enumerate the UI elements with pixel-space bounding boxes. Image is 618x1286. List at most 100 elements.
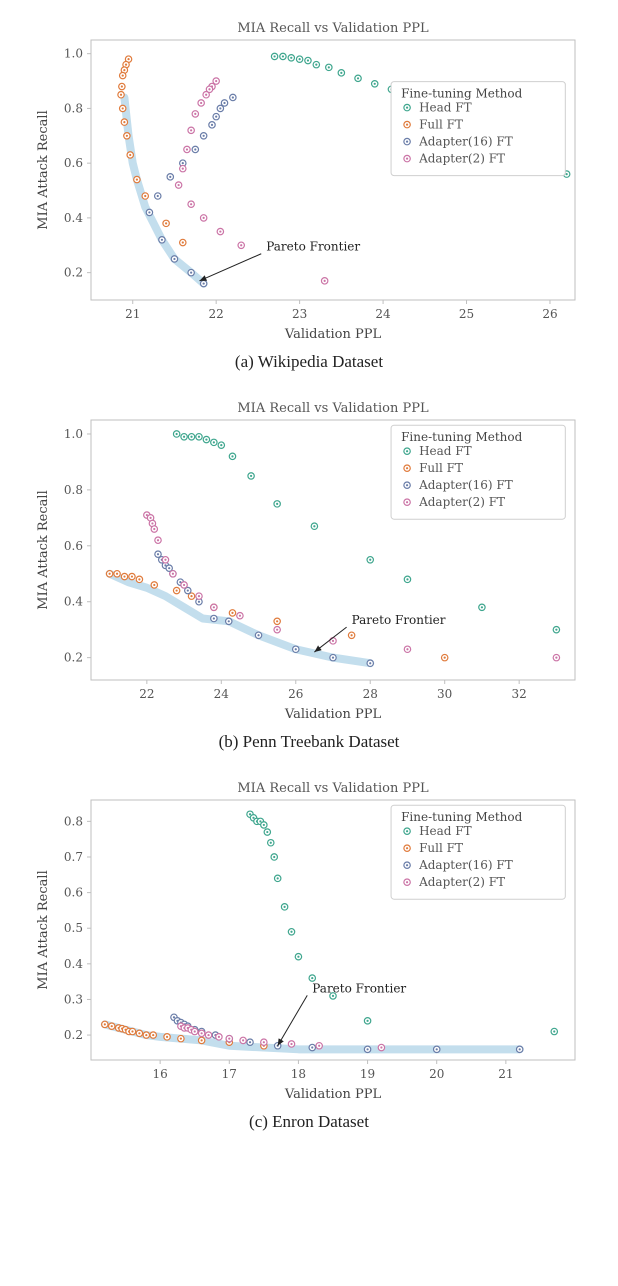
- data-point-center: [120, 94, 122, 96]
- legend-marker-center: [406, 484, 408, 486]
- data-point-center: [129, 154, 131, 156]
- ytick-label: 1.0: [64, 47, 83, 61]
- data-point-center: [207, 1034, 209, 1036]
- xtick-label: 26: [288, 687, 303, 701]
- data-point-center: [198, 601, 200, 603]
- data-point-center: [165, 222, 167, 224]
- data-point-center: [273, 55, 275, 57]
- data-point-center: [125, 64, 127, 66]
- xtick-label: 21: [498, 1067, 513, 1081]
- data-point-center: [198, 436, 200, 438]
- data-point-center: [123, 69, 125, 71]
- data-point-center: [290, 1043, 292, 1045]
- legend-marker-center: [406, 881, 408, 883]
- data-point-center: [481, 606, 483, 608]
- legend-label: Full FT: [419, 461, 463, 475]
- xtick-label: 24: [375, 307, 391, 321]
- data-point-center: [555, 657, 557, 659]
- panel-caption: (a) Wikipedia Dataset: [8, 352, 610, 372]
- x-axis-label: Validation PPL: [284, 327, 382, 342]
- data-point-center: [148, 211, 150, 213]
- data-point-center: [180, 1038, 182, 1040]
- data-point-center: [161, 239, 163, 241]
- data-point-center: [324, 280, 326, 282]
- data-point-center: [299, 58, 301, 60]
- data-point-center: [122, 107, 124, 109]
- data-point-center: [213, 441, 215, 443]
- data-point-center: [231, 612, 233, 614]
- data-point-center: [250, 475, 252, 477]
- data-point-center: [406, 578, 408, 580]
- annotation-label: Pareto Frontier: [312, 981, 406, 995]
- annotation-label: Pareto Frontier: [352, 613, 446, 627]
- data-point-center: [263, 1041, 265, 1043]
- y-axis-label: MIA Attack Recall: [36, 870, 51, 989]
- data-point-center: [240, 244, 242, 246]
- data-point-center: [126, 135, 128, 137]
- data-point-center: [366, 1020, 368, 1022]
- legend-title: Fine-tuning Method: [401, 430, 523, 444]
- ytick-label: 0.8: [64, 814, 83, 828]
- data-point-center: [366, 1048, 368, 1050]
- data-point-center: [169, 176, 171, 178]
- data-point-center: [369, 662, 371, 664]
- data-point-center: [220, 444, 222, 446]
- data-point-center: [190, 129, 192, 131]
- data-point-center: [231, 455, 233, 457]
- data-point-center: [183, 584, 185, 586]
- data-point-center: [138, 1032, 140, 1034]
- data-point-center: [194, 148, 196, 150]
- xtick-label: 25: [459, 307, 474, 321]
- annotation-arrow: [278, 995, 308, 1045]
- legend-label: Adapter(16) FT: [418, 135, 513, 149]
- ytick-label: 0.2: [64, 1028, 83, 1042]
- data-point-center: [157, 539, 159, 541]
- data-point-center: [144, 195, 146, 197]
- xtick-label: 22: [209, 307, 224, 321]
- data-point-center: [122, 74, 124, 76]
- ytick-label: 0.8: [64, 101, 83, 115]
- xtick-label: 30: [437, 687, 452, 701]
- data-point-center: [232, 96, 234, 98]
- data-point-center: [149, 517, 151, 519]
- data-point-center: [340, 72, 342, 74]
- xtick-label: 18: [291, 1067, 306, 1081]
- ytick-label: 1.0: [64, 427, 83, 441]
- data-point-center: [263, 824, 265, 826]
- data-point-center: [252, 817, 254, 819]
- legend-label: Adapter(2) FT: [418, 875, 505, 889]
- chart-title: MIA Recall vs Validation PPL: [237, 781, 429, 796]
- data-point-center: [182, 241, 184, 243]
- panel-enron: MIA Recall vs Validation PPL161718192021…: [8, 776, 610, 1132]
- data-point-center: [176, 589, 178, 591]
- data-point-center: [104, 1023, 106, 1025]
- data-point-center: [123, 575, 125, 577]
- data-point-center: [444, 657, 446, 659]
- data-point-center: [187, 589, 189, 591]
- xtick-label: 22: [139, 687, 154, 701]
- data-point-center: [566, 173, 568, 175]
- legend-label: Adapter(16) FT: [418, 858, 513, 872]
- legend-label: Adapter(16) FT: [418, 478, 513, 492]
- xtick-label: 16: [153, 1067, 168, 1081]
- data-point-center: [186, 148, 188, 150]
- xtick-label: 24: [214, 687, 230, 701]
- data-point-center: [307, 59, 309, 61]
- xtick-label: 32: [512, 687, 527, 701]
- panel-wiki: MIA Recall vs Validation PPL212223242526…: [8, 16, 610, 372]
- data-point-center: [157, 553, 159, 555]
- data-point-center: [311, 1046, 313, 1048]
- data-point-center: [127, 58, 129, 60]
- data-point-center: [211, 124, 213, 126]
- legend-marker-center: [406, 830, 408, 832]
- x-axis-label: Validation PPL: [284, 707, 382, 722]
- data-point-center: [213, 606, 215, 608]
- data-point-center: [172, 573, 174, 575]
- data-point-center: [555, 629, 557, 631]
- ytick-label: 0.3: [64, 992, 83, 1006]
- scatter-chart-ptb: MIA Recall vs Validation PPL222426283032…: [29, 396, 589, 726]
- xtick-label: 17: [222, 1067, 237, 1081]
- data-point-center: [332, 657, 334, 659]
- y-axis-label: MIA Attack Recall: [36, 490, 51, 609]
- data-point-center: [131, 575, 133, 577]
